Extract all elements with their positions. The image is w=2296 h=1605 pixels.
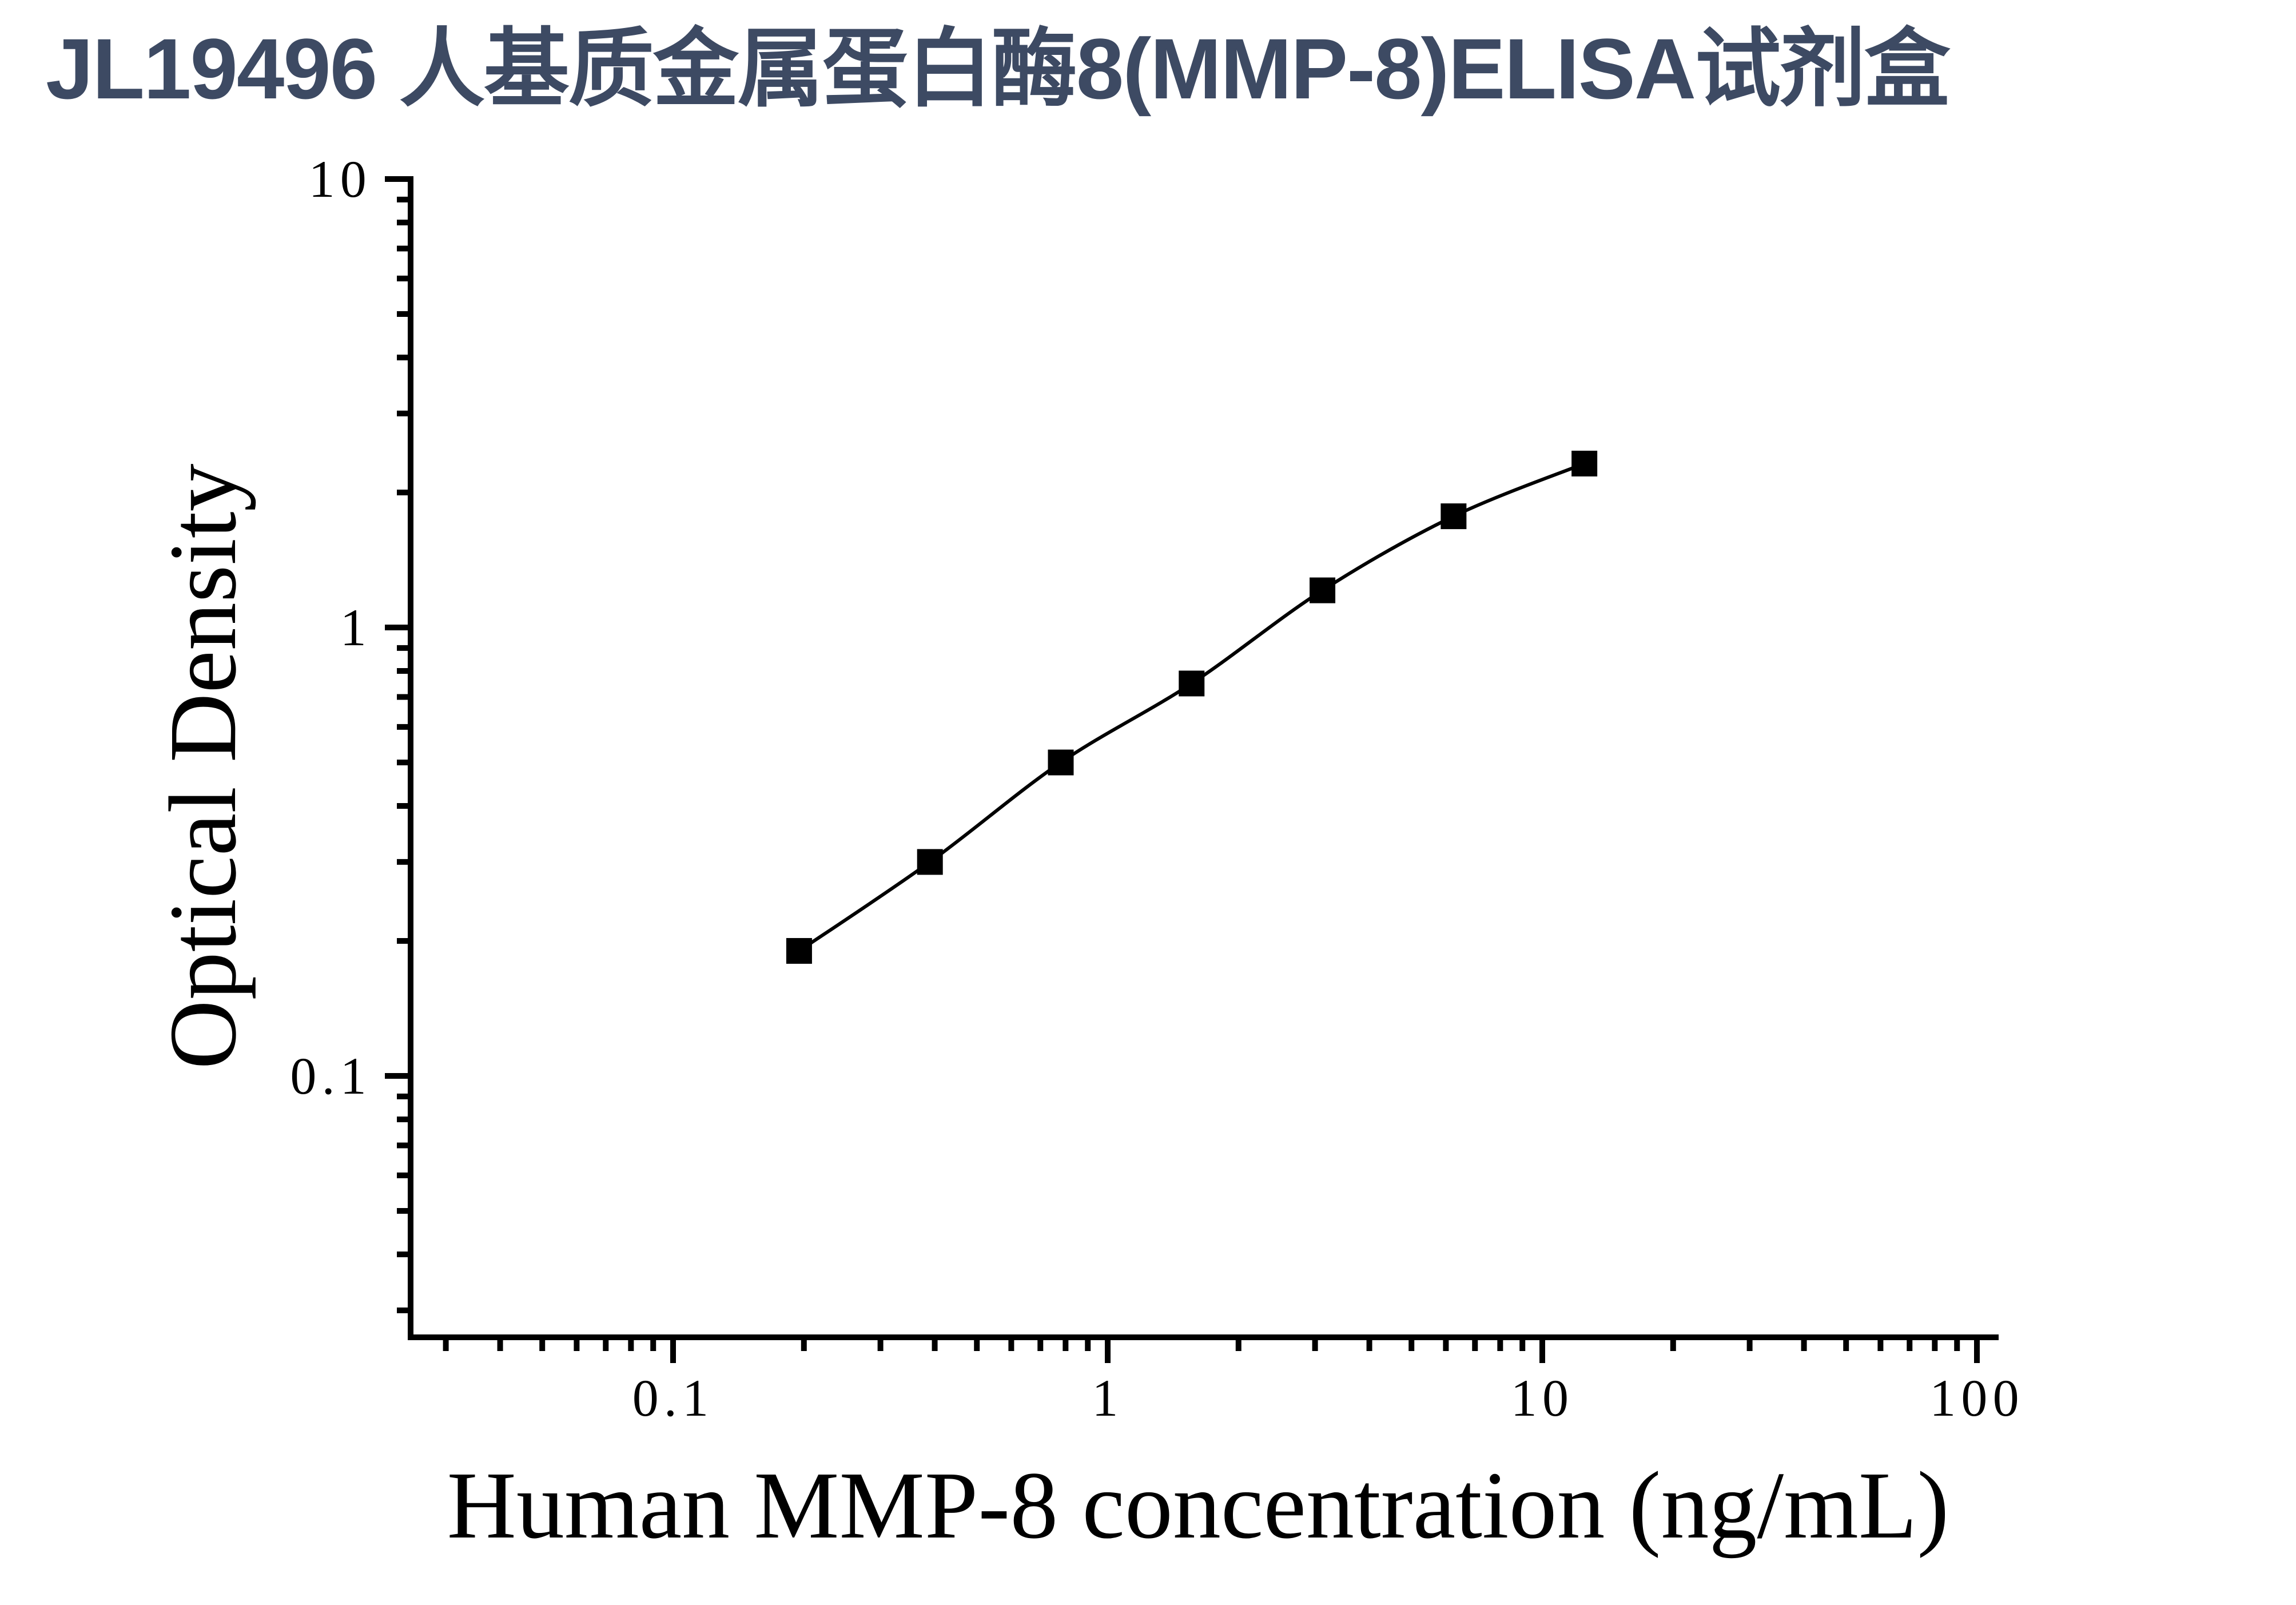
data-points	[786, 450, 1598, 964]
x-axis-title: Human MMP-8 concentration (ng/mL)	[447, 1452, 1949, 1559]
y-tick-label: 0.1	[290, 1047, 372, 1105]
y-tick-label: 10	[308, 150, 372, 208]
figure-title: JL19496 人基质金属蛋白酶8(MMP-8)ELISA试剂盒	[46, 21, 1950, 117]
data-point-marker	[1048, 749, 1074, 776]
y-axis-title: Optical Density	[150, 463, 256, 1070]
x-tick-label: 1	[1092, 1369, 1124, 1427]
x-tick-label: 10	[1510, 1369, 1574, 1427]
axes	[408, 176, 1999, 1340]
x-tick-label: 100	[1929, 1369, 2024, 1427]
data-point-marker	[1310, 577, 1336, 603]
standard-curve-line	[798, 462, 1585, 952]
data-point-marker	[786, 937, 812, 964]
x-tick-label: 0.1	[632, 1369, 714, 1427]
data-point-marker	[917, 849, 943, 875]
data-point-marker	[1179, 670, 1205, 697]
data-point-marker	[1571, 450, 1598, 476]
data-point-marker	[1441, 503, 1467, 530]
axis-ticks	[385, 176, 1980, 1363]
y-tick-label: 1	[340, 598, 372, 657]
